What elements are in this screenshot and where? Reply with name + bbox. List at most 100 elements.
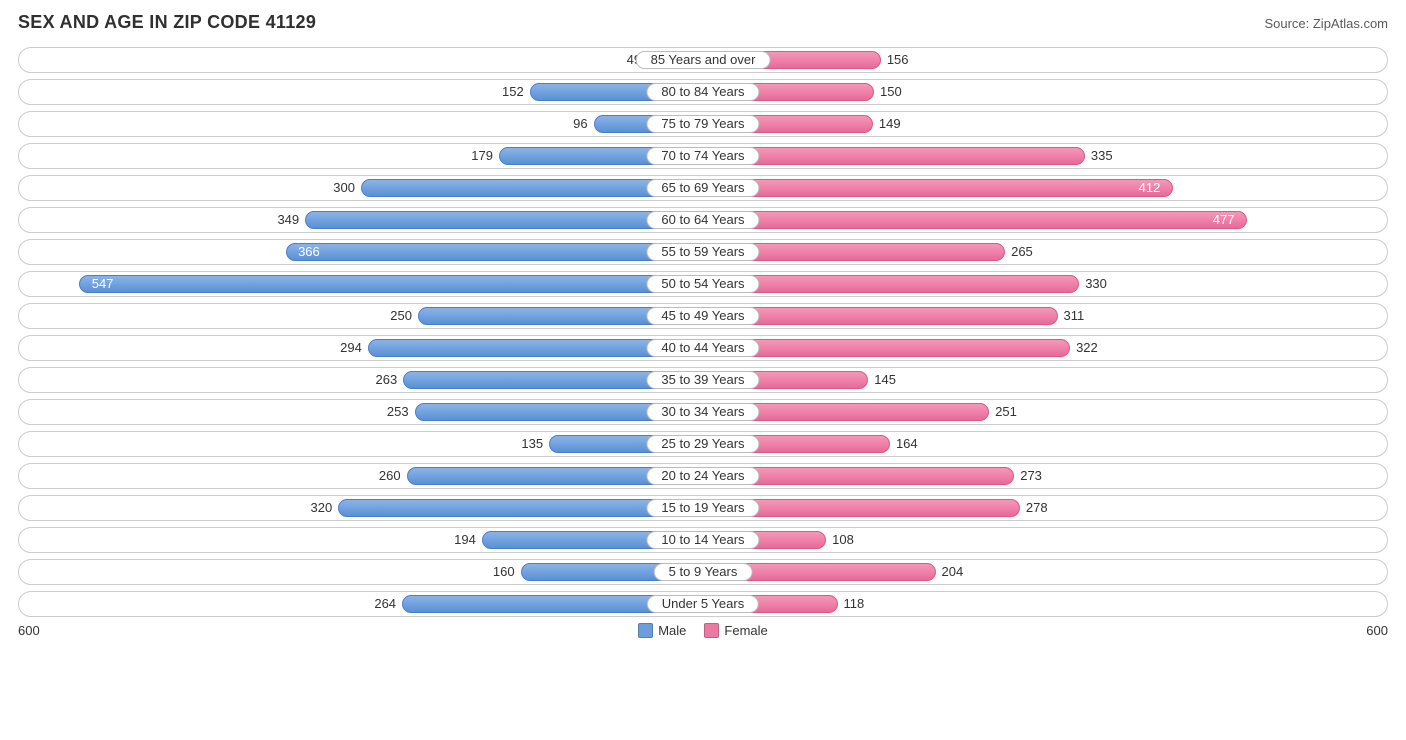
female-swatch-icon xyxy=(704,623,719,638)
category-label: 35 to 39 Years xyxy=(646,371,759,389)
chart-source: Source: ZipAtlas.com xyxy=(1264,16,1388,31)
male-bar xyxy=(286,243,703,261)
female-value-label: 145 xyxy=(874,371,896,389)
male-value-label: 260 xyxy=(379,467,401,485)
pyramid-row: 29432240 to 44 Years xyxy=(18,335,1388,361)
pyramid-row: 17933570 to 74 Years xyxy=(18,143,1388,169)
category-label: 30 to 34 Years xyxy=(646,403,759,421)
male-value-label: 96 xyxy=(573,115,587,133)
male-value-label: 179 xyxy=(471,147,493,165)
pyramid-row: 263 145 35 to 39 Years xyxy=(18,367,1388,393)
category-label: 20 to 24 Years xyxy=(646,467,759,485)
pyramid-row: 135 164 25 to 29 Years xyxy=(18,431,1388,457)
male-half: 253 xyxy=(19,400,703,424)
female-value-label: 149 xyxy=(879,115,901,133)
male-half: 300 xyxy=(19,176,703,200)
female-value-label: 477 xyxy=(1213,211,1235,229)
male-value-label: 366 xyxy=(298,243,320,261)
female-value-label: 156 xyxy=(887,51,909,69)
category-label: 45 to 49 Years xyxy=(646,307,759,325)
female-bar xyxy=(703,147,1085,165)
male-value-label: 135 xyxy=(521,435,543,453)
female-half: 265 xyxy=(703,240,1387,264)
category-label: 25 to 29 Years xyxy=(646,435,759,453)
male-value-label: 160 xyxy=(493,563,515,581)
category-label: 80 to 84 Years xyxy=(646,83,759,101)
male-value-label: 253 xyxy=(387,403,409,421)
female-half: 204 xyxy=(703,560,1387,584)
male-value-label: 294 xyxy=(340,339,362,357)
pyramid-row: 349 477 60 to 64 Years xyxy=(18,207,1388,233)
category-label: 65 to 69 Years xyxy=(646,179,759,197)
female-value-label: 118 xyxy=(844,595,865,613)
category-label: 85 Years and over xyxy=(636,51,771,69)
male-half: 349 xyxy=(19,208,703,232)
male-value-label: 152 xyxy=(502,83,524,101)
female-value-label: 164 xyxy=(896,435,918,453)
male-half: 294 xyxy=(19,336,703,360)
female-value-label: 265 xyxy=(1011,243,1033,261)
legend-label-male: Male xyxy=(658,623,686,638)
legend-item-male: Male xyxy=(638,623,686,638)
pyramid-row: 36626555 to 59 Years xyxy=(18,239,1388,265)
category-label: Under 5 Years xyxy=(647,595,759,613)
female-half: 412 xyxy=(703,176,1387,200)
male-half: 152 xyxy=(19,80,703,104)
male-swatch-icon xyxy=(638,623,653,638)
male-value-label: 264 xyxy=(374,595,396,613)
pyramid-row: 49 156 85 Years and over xyxy=(18,47,1388,73)
male-value-label: 547 xyxy=(92,275,114,293)
female-half: 108 xyxy=(703,528,1387,552)
female-value-label: 108 xyxy=(832,531,854,549)
population-pyramid-chart: 49 156 85 Years and over 152 15080 to 84 Yea… xyxy=(18,47,1388,617)
axis-max-left: 600 xyxy=(18,623,40,638)
female-half: 150 xyxy=(703,80,1387,104)
male-half: 547 xyxy=(19,272,703,296)
pyramid-row: 160 2045 to 9 Years xyxy=(18,559,1388,585)
female-half: 149 xyxy=(703,112,1387,136)
axis-max-right: 600 xyxy=(1366,623,1388,638)
male-half: 96 xyxy=(19,112,703,136)
female-half: 278 xyxy=(703,496,1387,520)
female-half: 311 xyxy=(703,304,1387,328)
male-half: 49 xyxy=(19,48,703,72)
female-value-label: 311 xyxy=(1064,307,1085,325)
male-half: 135 xyxy=(19,432,703,456)
female-bar xyxy=(703,179,1173,197)
pyramid-row: 194 108 10 to 14 Years xyxy=(18,527,1388,553)
legend-item-female: Female xyxy=(704,623,767,638)
pyramid-row: 9614975 to 79 Years xyxy=(18,111,1388,137)
male-value-label: 250 xyxy=(390,307,412,325)
category-label: 5 to 9 Years xyxy=(654,563,753,581)
female-half: 145 xyxy=(703,368,1387,392)
category-label: 10 to 14 Years xyxy=(646,531,759,549)
male-value-label: 320 xyxy=(311,499,333,517)
pyramid-row: 250 311 45 to 49 Years xyxy=(18,303,1388,329)
male-bar xyxy=(305,211,703,229)
female-value-label: 251 xyxy=(995,403,1017,421)
male-bar xyxy=(79,275,703,293)
female-value-label: 412 xyxy=(1139,179,1161,197)
pyramid-row: 320 278 15 to 19 Years xyxy=(18,495,1388,521)
pyramid-row: 300 412 65 to 69 Years xyxy=(18,175,1388,201)
male-half: 320 xyxy=(19,496,703,520)
male-half: 194 xyxy=(19,528,703,552)
male-half: 264 xyxy=(19,592,703,616)
female-half: 335 xyxy=(703,144,1387,168)
pyramid-row: 264 118 Under 5 Years xyxy=(18,591,1388,617)
male-half: 160 xyxy=(19,560,703,584)
chart-header: SEX AND AGE IN ZIP CODE 41129 Source: Zi… xyxy=(18,12,1388,33)
pyramid-row: 253 251 30 to 34 Years xyxy=(18,399,1388,425)
male-value-label: 300 xyxy=(333,179,355,197)
female-half: 164 xyxy=(703,432,1387,456)
male-half: 263 xyxy=(19,368,703,392)
category-label: 60 to 64 Years xyxy=(646,211,759,229)
female-value-label: 278 xyxy=(1026,499,1048,517)
male-value-label: 194 xyxy=(454,531,476,549)
male-half: 250 xyxy=(19,304,703,328)
male-half: 260 xyxy=(19,464,703,488)
legend: Male Female xyxy=(638,623,768,638)
female-half: 251 xyxy=(703,400,1387,424)
female-half: 322 xyxy=(703,336,1387,360)
category-label: 15 to 19 Years xyxy=(646,499,759,517)
